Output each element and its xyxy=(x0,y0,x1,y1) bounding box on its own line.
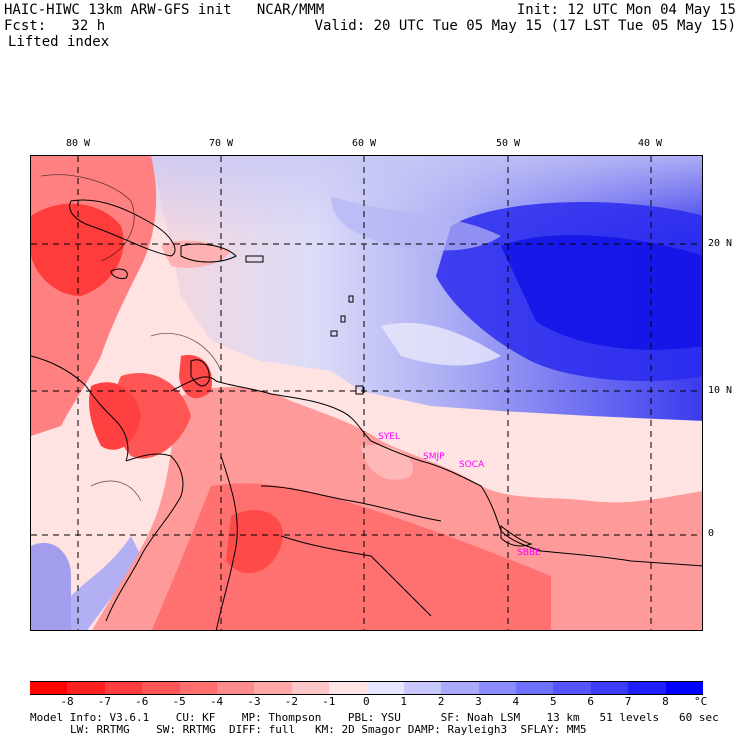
colorbar-cell xyxy=(216,681,255,695)
colorbar-tick-label: -5 xyxy=(172,695,186,708)
colorbar-cell xyxy=(628,681,667,695)
colorbar-tick-label: 0 xyxy=(363,695,370,708)
colorbar-tick-label: 7 xyxy=(624,695,632,708)
valid-time: Valid: 20 UTC Tue 05 May 15 (17 LST Tue … xyxy=(314,18,736,34)
colorbar-cell xyxy=(291,681,330,695)
field-name: Lifted index xyxy=(8,34,110,50)
colorbar-cell xyxy=(104,681,143,695)
contour-line xyxy=(150,333,222,372)
colorbar-cell xyxy=(441,681,480,695)
colorbar-tick-label: 4 xyxy=(512,695,520,708)
colorbar-cell xyxy=(254,681,293,695)
forecast-hour: Fcst: 32 h xyxy=(4,18,106,34)
cuba-unstable-region xyxy=(31,203,124,296)
central-america-coast xyxy=(31,355,129,462)
country-border xyxy=(280,535,432,617)
graticule xyxy=(31,156,702,630)
colorbar-unit: °C xyxy=(694,695,708,708)
pacific-coast-south-america xyxy=(105,453,184,622)
panama-unstable-region xyxy=(89,382,141,450)
colorbar-tick-label: -4 xyxy=(209,695,224,708)
venezuela-coast-cell xyxy=(179,355,212,399)
colorbar-tick-label: 5 xyxy=(549,695,557,708)
model-title: HAIC-HIWC 13km ARW-GFS init NCAR/MMM xyxy=(4,2,325,18)
colorbar-tick-label: 1 xyxy=(400,695,407,708)
colorbar-tick-label: -2 xyxy=(284,695,298,708)
cuba-outline xyxy=(69,199,176,257)
lat-label-0: 0 xyxy=(708,528,715,539)
lon-label-70w: 70 W xyxy=(209,138,234,149)
unstable-cell xyxy=(226,510,283,573)
colorbar-cell xyxy=(553,681,592,695)
lon-label-60w: 60 W xyxy=(352,138,377,149)
colorbar-tick-label: -6 xyxy=(135,695,149,708)
model-info-line2: LW: RRTMG SW: RRTMG DIFF: full KM: 2D Sm… xyxy=(70,723,587,736)
amazon-mouth-outline xyxy=(500,524,533,547)
jamaica-outline xyxy=(110,268,128,279)
colorbar-cell xyxy=(329,681,367,695)
contour-line xyxy=(40,174,135,262)
station-label-sbbe: SBBE xyxy=(517,548,541,558)
lake-maracaibo-outline xyxy=(190,359,210,387)
lon-label-40w: 40 W xyxy=(638,138,663,149)
country-border xyxy=(260,485,442,522)
ocean-streak xyxy=(331,196,501,251)
colorbar-tick-label: 6 xyxy=(587,695,594,708)
init-time: Init: 12 UTC Mon 04 May 15 xyxy=(516,2,736,18)
colorbar-cell xyxy=(366,681,405,695)
caribbean-atlantic-coast xyxy=(170,376,702,567)
colorbar-cell xyxy=(30,681,68,695)
lon-label-50w: 50 W xyxy=(496,138,521,149)
lesser-antilles-island xyxy=(340,315,346,323)
colorbar-tick-label: -1 xyxy=(322,695,336,708)
station-label-soca: SOCA xyxy=(459,460,485,470)
colorbar-tick-label: -7 xyxy=(97,695,112,708)
stable-core-inner xyxy=(501,235,702,350)
lat-label-10n: 10 N xyxy=(708,385,733,396)
colorbar-tick-label: 2 xyxy=(437,695,445,708)
li-contours xyxy=(40,174,222,502)
colorbar-cell xyxy=(403,681,442,695)
coastlines xyxy=(31,199,702,630)
hispaniola-region xyxy=(161,240,231,268)
colorbar-cell xyxy=(590,681,629,695)
colorbar-cell xyxy=(516,681,554,695)
colorbar-cell xyxy=(179,681,218,695)
country-border xyxy=(215,455,238,630)
lesser-antilles-island xyxy=(330,330,338,337)
lat-label-20n: 20 N xyxy=(708,238,733,249)
colorbar-cell xyxy=(478,681,517,695)
colorbar-cell xyxy=(142,681,181,695)
trinidad-outline xyxy=(355,385,364,395)
andes-blue-strip xyxy=(71,536,141,630)
puerto-rico-outline xyxy=(245,255,264,263)
model-info-line1: Model Info: V3.6.1 CU: KF MP: Thompson P… xyxy=(30,711,719,724)
map-canvas xyxy=(31,156,702,630)
lon-label-80w: 80 W xyxy=(66,138,91,149)
hispaniola-outline xyxy=(180,243,237,263)
colombia-unstable-region xyxy=(114,372,191,459)
colorbar-tick-label: 3 xyxy=(475,695,482,708)
lifted-index-map xyxy=(30,155,703,631)
colorbar-tick-label: -8 xyxy=(60,695,74,708)
lesser-antilles-island xyxy=(348,295,354,303)
colorbar-tick-label: 8 xyxy=(662,695,669,708)
pacific-blue xyxy=(31,542,71,630)
station-label-smjp: SMJP xyxy=(423,452,445,462)
colorbar-cell xyxy=(665,681,704,695)
colorbar-cell xyxy=(67,681,106,695)
ocean-streak xyxy=(381,322,501,366)
colorbar-tick-label: -3 xyxy=(247,695,261,708)
station-label-syel: SYEL xyxy=(378,432,400,442)
contour-line xyxy=(90,480,142,502)
